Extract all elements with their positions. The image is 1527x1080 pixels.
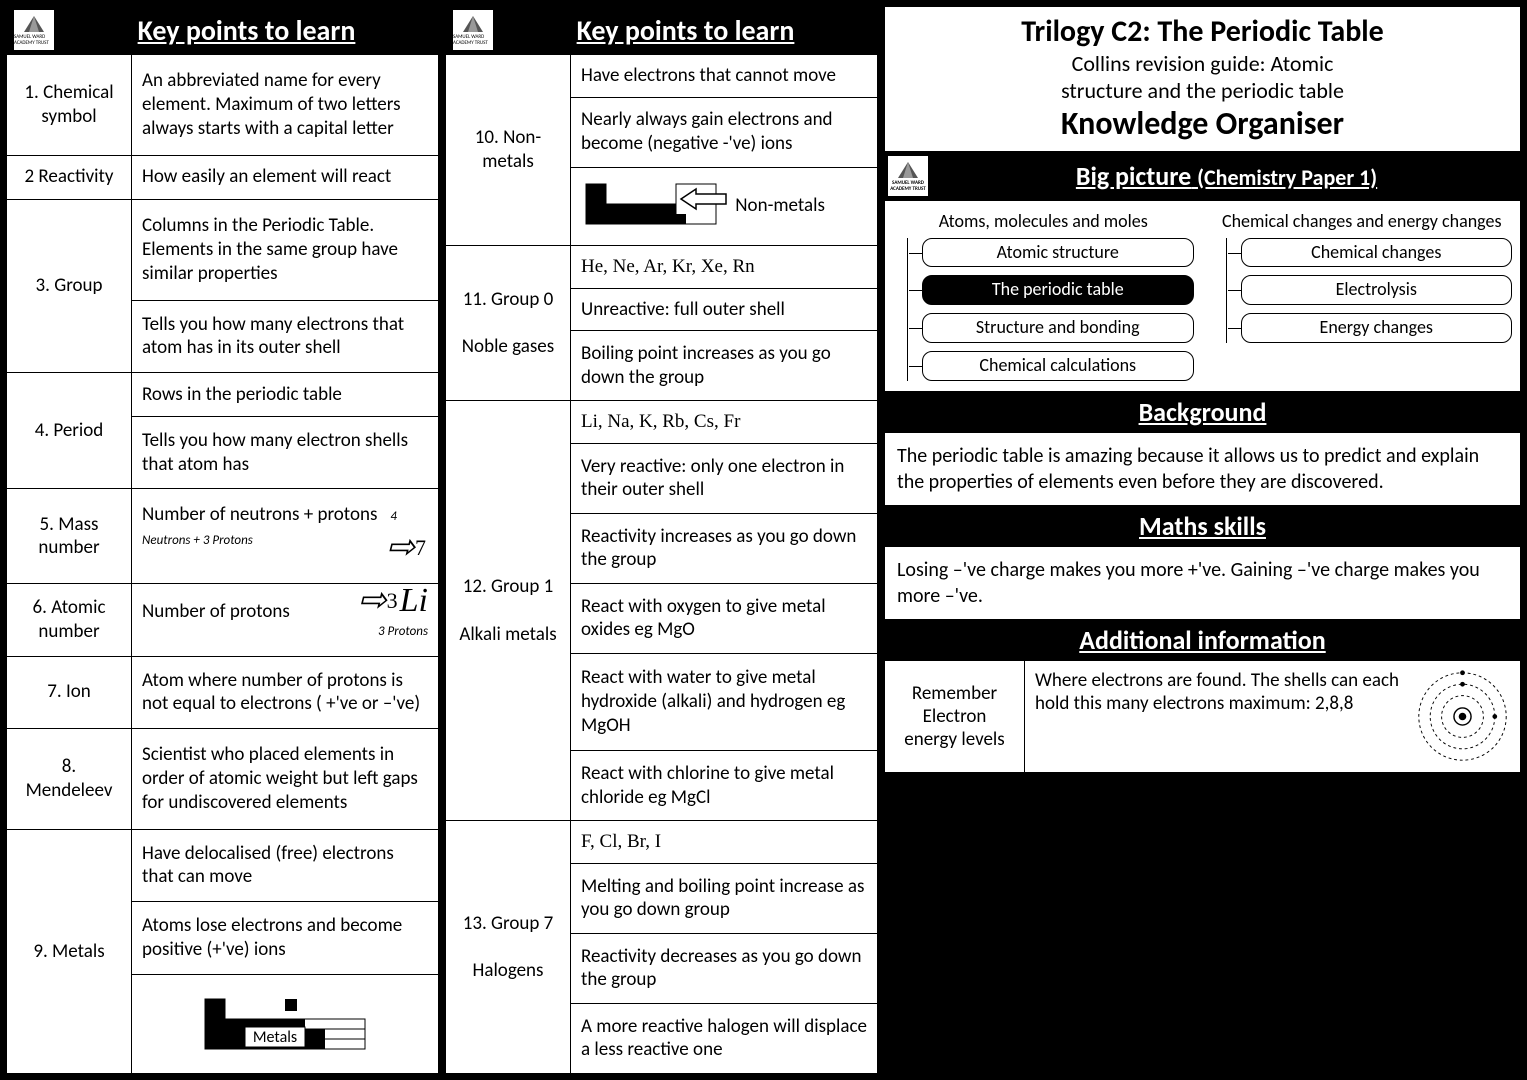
definition: Have electrons that cannot move [571,55,878,98]
page-title: Trilogy C2: The Periodic Table [895,13,1510,50]
background-text: The periodic table is amazing because it… [884,432,1521,506]
col1-title: Key points to learn [62,13,431,48]
definition: An abbreviated name for every element. M… [132,55,439,156]
tree-node-active: The periodic table [922,275,1194,305]
element-list: F, Cl, Br, I [571,821,878,864]
tree-node: Energy changes [1241,313,1513,343]
definition: A more reactive halogen will displace a … [571,1003,878,1073]
tree-node: Chemical calculations [922,351,1194,381]
definition: Have delocalised (free) electrons that c… [132,829,439,901]
term: 8. Mendeleev [7,728,132,829]
definition: Atom where number of protons is not equa… [132,656,439,728]
definition: Number of neutrons + protons 4 Neutrons … [132,489,439,584]
term: 13. Group 7Halogens [446,821,571,1074]
tree-node: Structure and bonding [922,313,1194,343]
addl-label: Remember Electron energy levels [885,660,1025,772]
term: 5. Mass number [7,489,132,584]
definition: Rows in the periodic table [132,372,439,416]
maths-text: Losing –'ve charge makes you more +'ve. … [884,546,1521,620]
definition: Atoms lose electrons and become positive… [132,902,439,974]
tree-node: Chemical changes [1241,238,1513,268]
tree-root: Chemical changes and energy changes [1222,211,1502,232]
academy-logo-icon: SAMUEL WARD ACADEMY TRUST [14,10,54,50]
atom-shells-icon [1415,669,1510,764]
lithium-notation-icon: ⇨ 3 Li [358,580,428,623]
term: 4. Period [7,372,132,488]
svg-text:Metals: Metals [253,1028,297,1047]
term: 11. Group 0Noble gases [446,246,571,401]
bigpicture-tree: Atoms, molecules and moles Atomic struct… [884,200,1521,392]
periodic-table-metals-icon: Metals [195,989,375,1059]
additional-table: Remember Electron energy levels Where el… [884,660,1521,773]
element-list: He, Ne, Ar, Kr, Xe, Rn [571,246,878,289]
definition: React with chlorine to give metal chlori… [571,751,878,821]
term: 10. Non-metals [446,55,571,246]
column-3: Trilogy C2: The Periodic Table Collins r… [884,6,1521,1074]
term: 9. Metals [7,829,132,1073]
tree-root: Atoms, molecules and moles [939,211,1148,232]
column-1: SAMUEL WARD ACADEMY TRUST Key points to … [6,6,439,1074]
definition: Very reactive: only one electron in thei… [571,443,878,513]
col2-title: Key points to learn [501,13,870,48]
definition: Tells you how many electron shells that … [132,416,439,488]
academy-logo-icon: SAMUEL WARD ACADEMY TRUST [453,10,493,50]
element-list: Li, Na, K, Rb, Cs, Fr [571,401,878,444]
definition: Nearly always gain electrons and become … [571,97,878,167]
term: 2 Reactivity [7,155,132,199]
definition: Unreactive: full outer shell [571,288,878,331]
definition: React with water to give metal hydroxide… [571,653,878,751]
term: 12. Group 1Alkali metals [446,401,571,821]
definition: Reactivity increases as you go down the … [571,513,878,583]
definition: Tells you how many electrons that atom h… [132,300,439,372]
col1-header: SAMUEL WARD ACADEMY TRUST Key points to … [6,6,439,54]
metals-diagram: Metals [132,974,439,1073]
definition: Columns in the Periodic Table. Elements … [132,199,439,300]
definition: React with oxygen to give metal oxides e… [571,583,878,653]
term: 6. Atomic number [7,584,132,656]
lithium-notation-icon: ⇨ 7 [387,527,429,570]
definition: Scientist who placed elements in order o… [132,728,439,829]
tree-node: Atomic structure [922,238,1194,268]
academy-logo-icon: SAMUEL WARD ACADEMY TRUST [888,156,928,196]
nonmetals-diagram: Non-metals [571,167,878,246]
tree-right: Chemical changes and energy changes Chem… [1212,211,1513,381]
term: 7. Ion [7,656,132,728]
definition: Melting and boiling point increase as yo… [571,863,878,933]
definition: Reactivity decreases as you go down the … [571,933,878,1003]
tree-left: Atoms, molecules and moles Atomic struct… [893,211,1194,381]
term: 3. Group [7,199,132,372]
periodic-table-nonmetals-icon [581,179,731,234]
tree-node: Electrolysis [1241,275,1513,305]
col2-header: SAMUEL WARD ACADEMY TRUST Key points to … [445,6,878,54]
definition: How easily an element will react [132,155,439,199]
keypoints-table-1: 1. Chemical symbol An abbreviated name f… [6,54,439,1074]
column-2: SAMUEL WARD ACADEMY TRUST Key points to … [445,6,878,1074]
keypoints-table-2: 10. Non-metals Have electrons that canno… [445,54,878,1074]
addl-text: Where electrons are found. The shells ca… [1025,660,1521,772]
definition: Boiling point increases as you go down t… [571,331,878,401]
title-panel: Trilogy C2: The Periodic Table Collins r… [884,6,1521,152]
background-header: Background [884,392,1521,432]
additional-header: Additional information [884,620,1521,660]
maths-header: Maths skills [884,506,1521,546]
term: 1. Chemical symbol [7,55,132,156]
definition: Number of protons ⇨ 3 Li 3 Protons [132,584,439,656]
bigpicture-header: SAMUEL WARD ACADEMY TRUST Big picture (C… [884,152,1521,200]
